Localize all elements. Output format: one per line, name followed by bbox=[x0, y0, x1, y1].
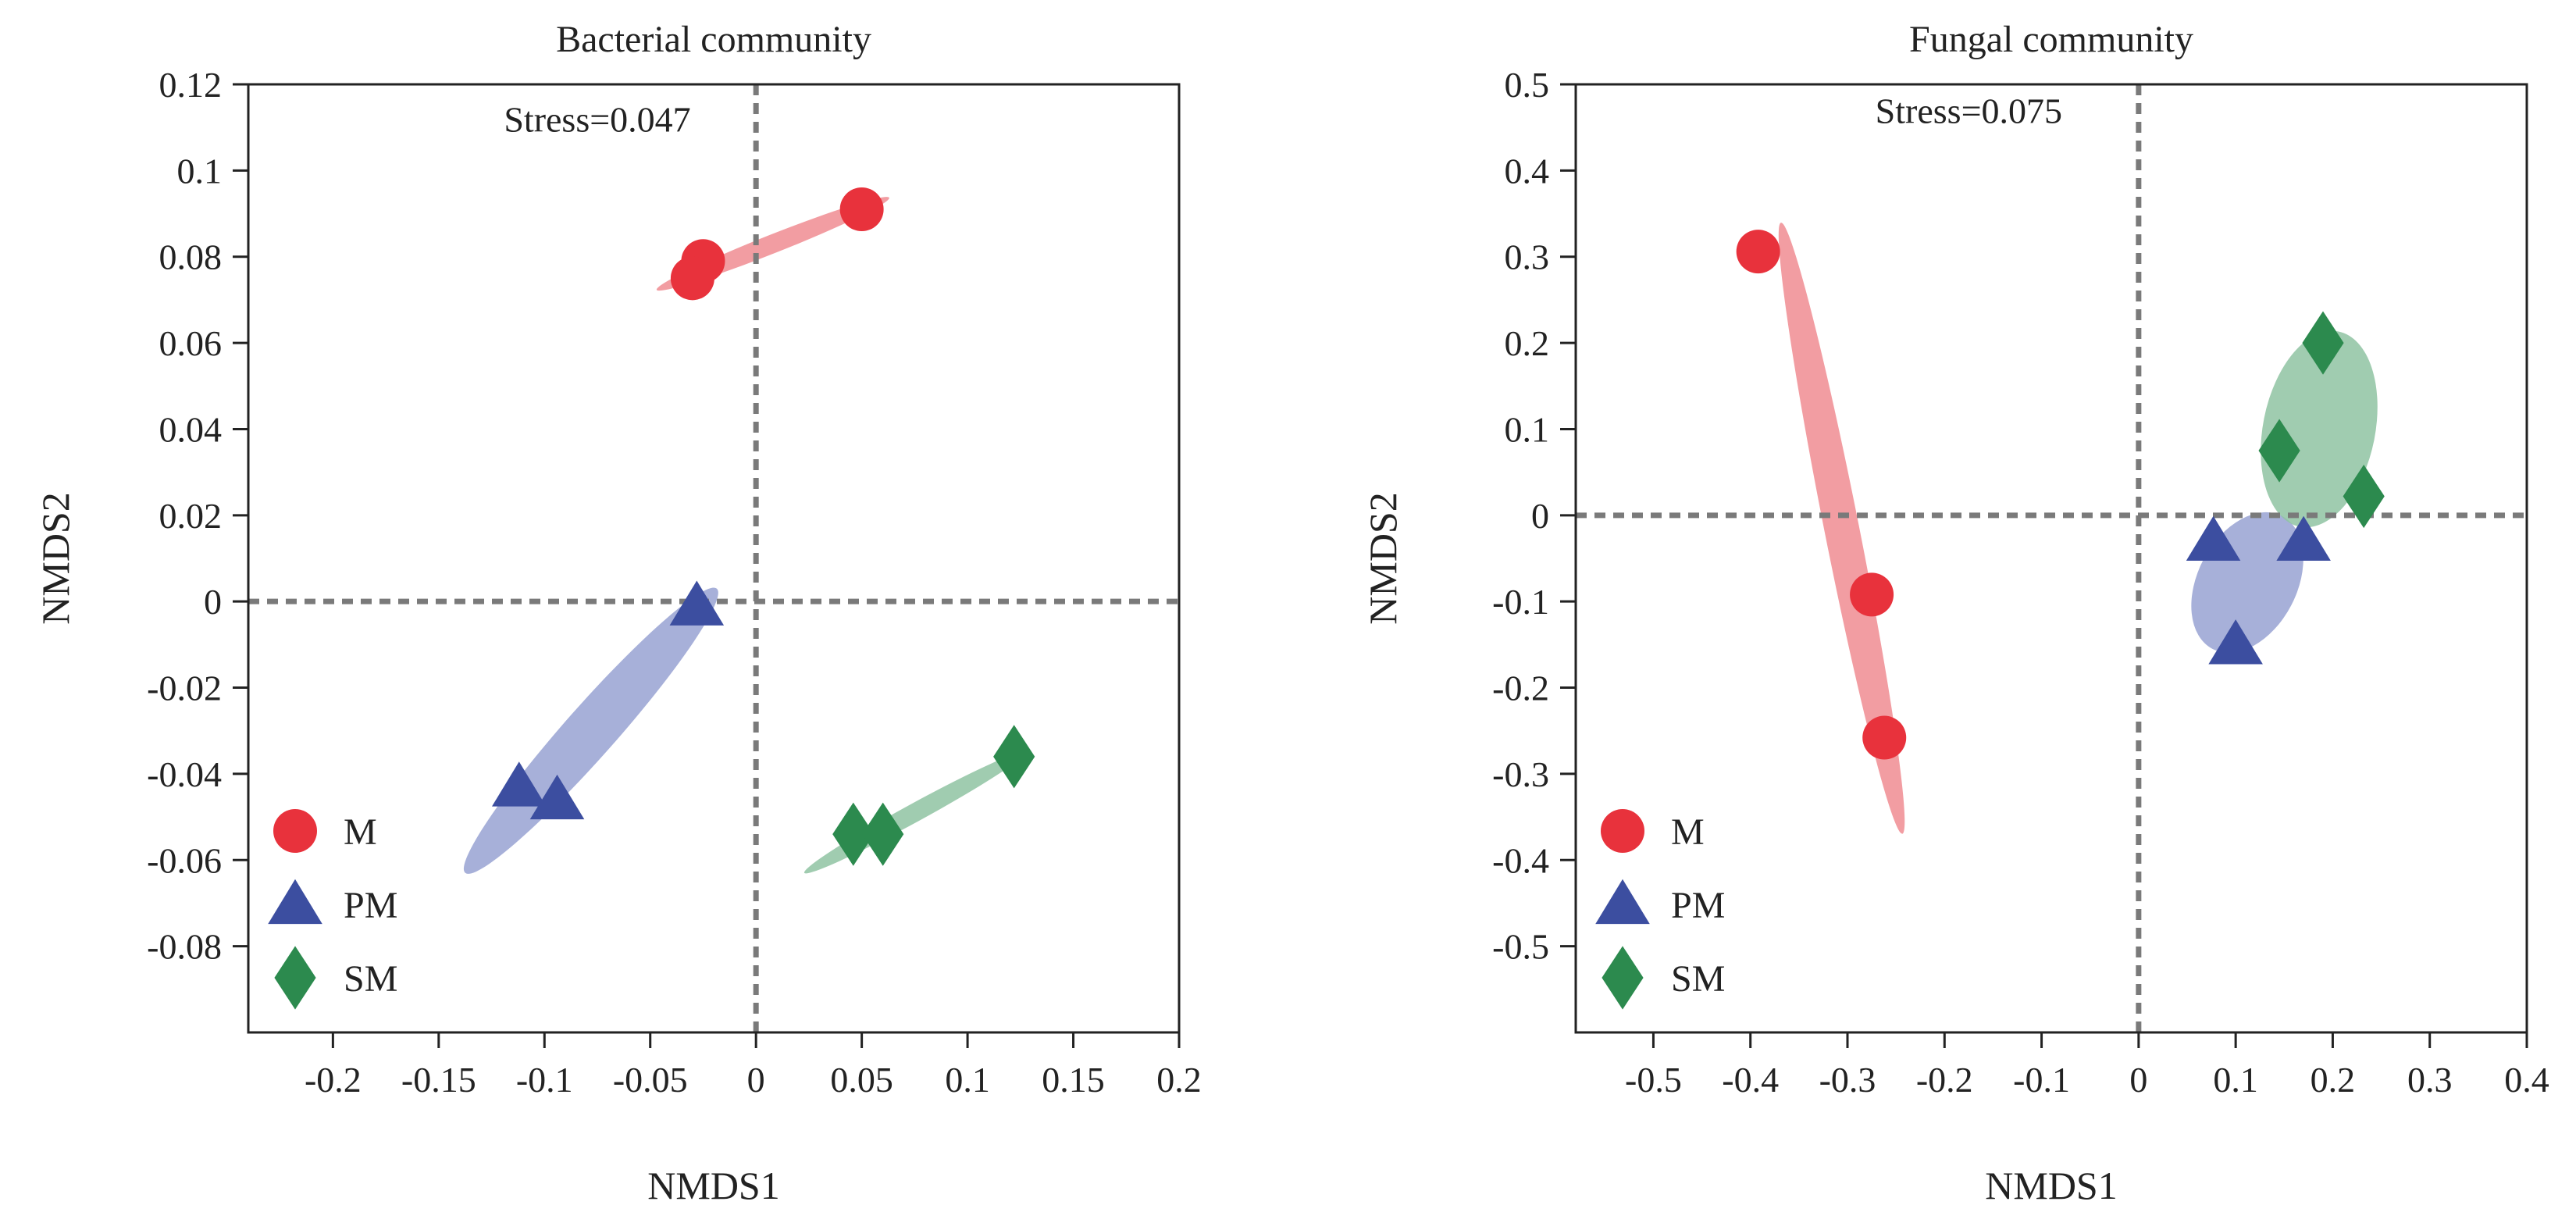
legend-marker-pm bbox=[1595, 879, 1650, 925]
legend-label-m: M bbox=[344, 811, 377, 853]
y-tick-label: 0.06 bbox=[159, 323, 223, 363]
legend-label-sm: SM bbox=[344, 958, 397, 1000]
data-point-sm bbox=[993, 725, 1035, 789]
y-tick-label: -0.02 bbox=[147, 668, 222, 708]
data-point-pm bbox=[2276, 515, 2331, 562]
data-point-m bbox=[1736, 230, 1780, 274]
data-point-sm bbox=[2302, 311, 2344, 375]
data-point-sm bbox=[862, 802, 904, 866]
y-tick-label: 0.02 bbox=[159, 496, 223, 536]
chart-panel-2: -0.5 -0.4 -0.3 -0.2 -0.1 0 0.1 0.2 0.3 0.4 -0.5 -0.… bbox=[1361, 19, 2549, 1207]
y-tick-label: 0 bbox=[1531, 496, 1549, 536]
x-tick-label: 0.1 bbox=[945, 1060, 990, 1100]
legend-marker-m bbox=[1601, 809, 1644, 853]
data-point-m bbox=[1850, 572, 1894, 617]
chart-title: Bacterial community bbox=[556, 19, 871, 60]
data-point-m bbox=[1862, 715, 1907, 760]
data-point-sm bbox=[832, 802, 875, 866]
y-tick-label: 0.5 bbox=[1505, 65, 1550, 105]
plot-frame bbox=[247, 83, 1181, 1034]
y-tick-label: 0.08 bbox=[159, 237, 223, 277]
legend-marker-m bbox=[273, 809, 317, 853]
legend-marker-sm bbox=[274, 946, 316, 1010]
data-point-m bbox=[839, 187, 884, 232]
legend-label-sm: SM bbox=[1671, 958, 1725, 1000]
x-tick-label: 0.4 bbox=[2504, 1060, 2549, 1100]
x-tick-label: 0.05 bbox=[830, 1060, 893, 1100]
x-tick-label: 0 bbox=[747, 1060, 765, 1100]
x-tick-label: -0.4 bbox=[1722, 1060, 1779, 1100]
data-point-m bbox=[670, 256, 714, 301]
y-axis-label: NMDS2 bbox=[34, 492, 77, 624]
x-tick-label: 0.1 bbox=[2213, 1060, 2258, 1100]
y-axis-label: NMDS2 bbox=[1361, 492, 1405, 624]
x-tick-label: 0.2 bbox=[2311, 1060, 2356, 1100]
x-tick-label: -0.1 bbox=[2013, 1060, 2070, 1100]
legend-label-pm: PM bbox=[1671, 885, 1725, 926]
chart-title: Fungal community bbox=[1909, 19, 2193, 60]
x-tick-label: -0.2 bbox=[1916, 1060, 1973, 1100]
y-tick-label: 0 bbox=[204, 582, 222, 622]
legend-label-pm: PM bbox=[344, 885, 397, 926]
confidence-ellipse-sm bbox=[803, 751, 1025, 874]
y-tick-label: 0.2 bbox=[1505, 323, 1550, 363]
stress-annotation: Stress=0.047 bbox=[504, 100, 690, 140]
legend-marker-pm bbox=[268, 879, 322, 925]
x-tick-label: 0.2 bbox=[1156, 1060, 1202, 1100]
x-tick-label: 0 bbox=[2129, 1060, 2147, 1100]
x-tick-label: -0.05 bbox=[613, 1060, 688, 1100]
stress-annotation: Stress=0.075 bbox=[1876, 91, 2062, 131]
x-axis-label: NMDS1 bbox=[1985, 1164, 2117, 1207]
y-tick-label: 0.04 bbox=[159, 409, 223, 449]
x-tick-label: -0.3 bbox=[1819, 1060, 1876, 1100]
x-tick-label: 0.3 bbox=[2407, 1060, 2453, 1100]
y-tick-label: -0.5 bbox=[1492, 927, 1549, 967]
y-tick-label: -0.04 bbox=[147, 754, 222, 794]
y-tick-label: -0.4 bbox=[1492, 840, 1549, 880]
y-tick-label: 0.1 bbox=[1505, 409, 1550, 449]
data-point-sm bbox=[2343, 464, 2385, 529]
confidence-ellipse-sm bbox=[2261, 330, 2378, 528]
y-tick-label: 0.1 bbox=[177, 151, 223, 191]
x-tick-label: 0.15 bbox=[1042, 1060, 1105, 1100]
x-axis-label: NMDS1 bbox=[647, 1164, 779, 1207]
legend-marker-sm bbox=[1602, 946, 1644, 1010]
y-tick-label: -0.2 bbox=[1492, 668, 1549, 708]
x-tick-label: -0.2 bbox=[305, 1060, 362, 1100]
data-point-pm bbox=[2208, 619, 2263, 665]
y-tick-label: 0.4 bbox=[1505, 151, 1550, 191]
x-tick-label: -0.15 bbox=[401, 1060, 476, 1100]
chart-panel-1: -0.2 -0.15 -0.1 -0.05 0 0.05 0.1 0.15 0.2 -0.08 -0… bbox=[34, 19, 1202, 1207]
y-tick-label: -0.06 bbox=[147, 840, 222, 880]
data-point-pm bbox=[529, 774, 585, 820]
x-tick-label: -0.5 bbox=[1625, 1060, 1682, 1100]
legend-label-m: M bbox=[1671, 811, 1705, 853]
y-tick-label: -0.3 bbox=[1492, 754, 1549, 794]
plot-frame bbox=[1574, 83, 2528, 1034]
y-tick-label: -0.1 bbox=[1492, 582, 1549, 622]
y-tick-label: 0.12 bbox=[159, 65, 223, 105]
data-point-pm bbox=[491, 761, 547, 807]
data-point-pm bbox=[669, 580, 725, 626]
confidence-ellipse-m bbox=[1778, 223, 1905, 834]
y-tick-label: 0.3 bbox=[1505, 237, 1550, 277]
data-point-sm bbox=[2258, 419, 2300, 483]
y-tick-label: -0.08 bbox=[147, 927, 222, 967]
x-tick-label: -0.1 bbox=[516, 1060, 573, 1100]
data-point-pm bbox=[2186, 515, 2241, 562]
